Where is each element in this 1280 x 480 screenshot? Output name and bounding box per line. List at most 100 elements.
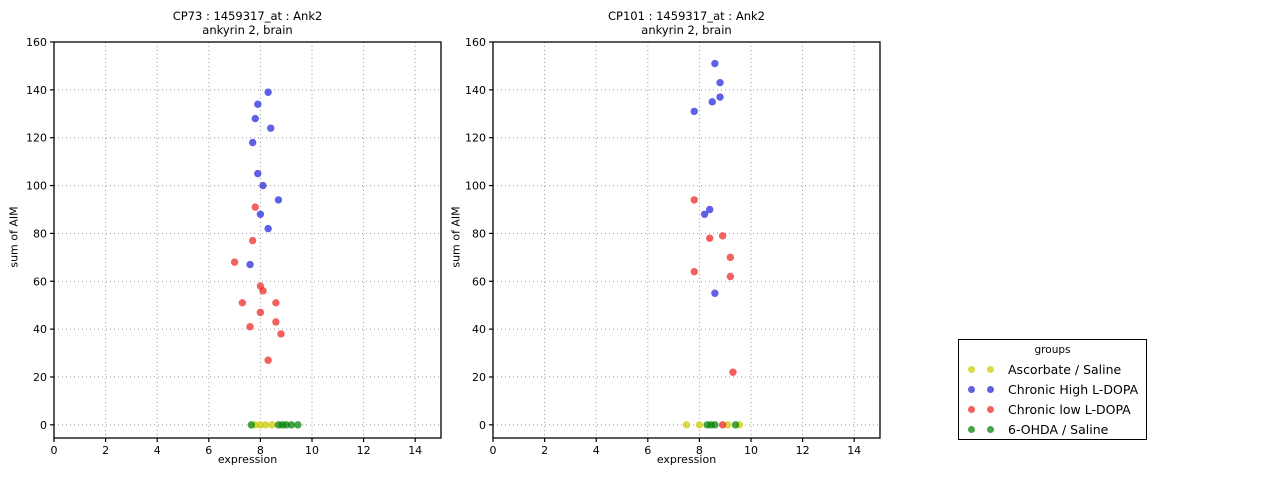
legend-marker-dot [968,365,975,373]
data-point [682,421,691,429]
data-point [259,287,267,295]
legend-marker-dot [987,365,994,373]
plot1-title: CP73 : 1459317_at : Ank2 ankyrin 2, brai… [54,9,441,37]
legend-rows: Ascorbate / Saline Chronic High L-DOPA Chr… [959,359,1146,439]
y-tick-label: 40 [472,323,486,336]
y-tick-label: 160 [26,36,47,49]
y-tick-label: 40 [33,323,47,336]
data-point [718,232,727,240]
y-tick-label: 60 [472,275,486,288]
plot2-title: CP101 : 1459317_at : Ank2 ankyrin 2, bra… [493,9,880,37]
legend-marker-dot [968,385,975,393]
data-point [256,210,265,218]
legend-box: groups Ascorbate / Saline Chronic High L-… [958,339,1147,440]
y-tick-label: 100 [465,180,486,193]
legend-entry: Ascorbate / Saline [959,359,1146,379]
x-tick-label: 6 [644,444,651,457]
data-point [248,236,257,245]
x-tick-label: 14 [847,444,861,457]
x-tick-label: 8 [696,444,703,457]
plot2-title-line2: ankyrin 2, brain [641,23,732,37]
data-point [724,421,732,429]
plot1-xlabel: expression [217,453,278,466]
data-point [254,169,262,178]
data-point [726,272,735,281]
x-tick-label: 4 [593,444,600,457]
data-point [700,210,709,218]
legend-marker-dot [987,405,994,413]
data-point [264,224,272,233]
data-point [708,98,716,106]
legend-entry-label: Chronic low L-DOPA [1008,401,1131,417]
x-tick-label: 14 [408,444,422,457]
data-point [711,421,719,429]
legend-marker-dot [968,425,975,433]
legend-title: groups [1034,344,1071,356]
x-tick-label: 2 [541,444,548,457]
x-tick-label: 6 [205,444,212,457]
data-point [690,196,698,204]
legend-entry-label: 6-OHDA / Saline [1008,421,1109,437]
data-point [264,356,272,364]
data-point [251,203,259,211]
data-point [246,323,254,331]
legend-entry-label: Ascorbate / Saline [1008,361,1122,377]
data-point [294,421,302,429]
data-point [254,100,262,108]
data-point [264,88,272,96]
y-tick-label: 0 [40,419,47,432]
x-tick-label: 8 [257,444,264,457]
data-point [716,93,724,101]
data-point [282,421,290,429]
y-tick-label: 120 [465,132,486,145]
x-tick-label: 0 [51,444,58,457]
x-tick-label: 10 [305,444,319,457]
legend-entry: Chronic low L-DOPA [959,399,1146,419]
data-point [718,421,727,429]
data-point [267,124,275,132]
plot1-ylabel: sum of AIM [7,206,21,268]
data-point [246,260,254,269]
y-tick-label: 100 [26,180,47,193]
y-tick-label: 120 [26,132,47,145]
data-point [256,308,265,317]
data-point [238,299,247,307]
data-point [731,421,740,429]
data-point [268,421,276,429]
data-point [706,205,714,214]
x-tick-label: 12 [796,444,810,457]
data-point [248,138,257,147]
legend-entry: 6-OHDA / Saline [959,419,1146,439]
data-point [726,253,735,262]
data-point [716,78,724,87]
y-tick-label: 160 [465,36,486,49]
legend-entry-label: Chronic High L-DOPA [1008,381,1139,397]
y-tick-label: 80 [33,227,47,240]
data-point [256,421,265,429]
plot2-xlabel: expression [656,453,717,466]
data-point [230,258,239,266]
data-point [272,299,280,307]
data-point [277,330,285,338]
legend-entry: Chronic High L-DOPA [959,379,1146,399]
y-tick-label: 60 [33,275,47,288]
data-point [287,421,296,429]
data-point [690,268,698,276]
x-tick-label: 0 [490,444,497,457]
x-tick-label: 2 [102,444,109,457]
y-tick-label: 80 [472,227,486,240]
y-tick-label: 140 [26,84,47,97]
y-tick-label: 140 [465,84,486,97]
y-tick-label: 0 [479,419,486,432]
y-tick-label: 20 [472,371,486,384]
x-tick-label: 10 [744,444,758,457]
data-point [274,196,283,204]
data-point [706,234,714,242]
data-point [711,289,719,297]
plot-border [492,41,881,439]
data-point [729,368,737,376]
data-point [272,318,280,326]
data-point [690,107,698,116]
